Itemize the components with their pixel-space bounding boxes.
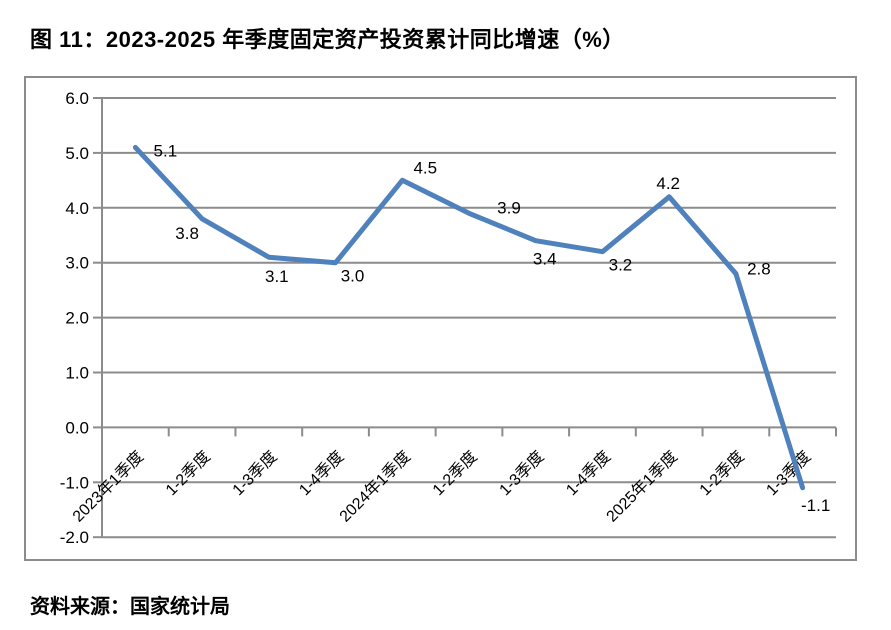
y-axis-tick-label: 5.0 [65,144,89,163]
data-label: 5.1 [154,141,178,160]
x-axis-category-label: 2025年1季度 [603,448,681,526]
x-axis-category-label: 1-4季度 [563,448,615,500]
source-note: 资料来源：国家统计局 [30,596,230,618]
x-axis-category-label: 2024年1季度 [336,448,414,526]
x-axis-category-label: 1-4季度 [296,448,348,500]
data-label: -1.1 [801,496,830,515]
x-axis-category-label: 1-2季度 [162,448,214,500]
y-axis-tick-label: 4.0 [65,199,89,218]
data-line-series [132,144,806,491]
data-label: 4.5 [413,158,437,177]
data-label: 3.8 [175,224,199,243]
figure-title: 图 11：2023-2025 年季度固定资产投资累计同比增速（%） [30,27,625,52]
y-axis-tick-label: 2.0 [65,309,89,328]
data-label: 3.0 [341,267,365,286]
x-axis-category-label: 1-3季度 [763,448,815,500]
x-axis-category-label: 1-3季度 [229,448,281,500]
data-label: 3.2 [609,256,633,275]
data-label: 3.9 [497,198,521,217]
x-axis-category-label: 1-2季度 [429,448,481,500]
y-axis-tick-label: -1.0 [60,473,89,492]
y-axis-tick-label: 1.0 [65,364,89,383]
data-label: 4.2 [656,174,680,193]
x-axis-category-label: 1-3季度 [496,448,548,500]
y-axis-tick-label: 3.0 [65,254,89,273]
chart-area: 6.0 5.0 4.0 3.0 2.0 1.0 0.0 -1.0 -2.0 2023年1季度 1-2… [24,76,857,561]
x-axis-category-label: 1-2季度 [696,448,748,500]
y-axis-tick-label: -2.0 [60,528,89,547]
data-label: 3.1 [265,267,289,286]
y-axis-tick-label: 6.0 [65,89,89,108]
data-label: 2.8 [747,260,771,279]
data-label: 3.4 [533,250,557,269]
y-axis-tick-label: 0.0 [65,418,89,437]
